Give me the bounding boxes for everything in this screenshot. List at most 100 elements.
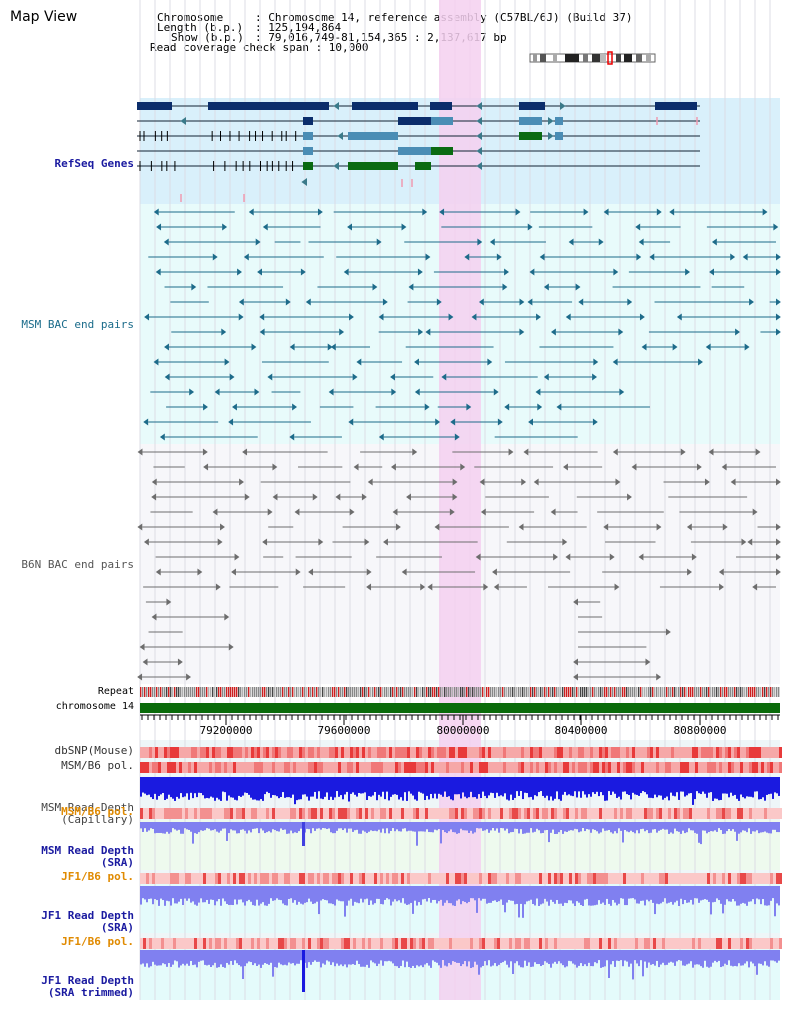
repeat-bar-segment (284, 687, 286, 697)
bac-end-arrow (335, 493, 341, 501)
jf1-pol2-heat-cell (398, 938, 401, 949)
track-label-jf1-pol-1[interactable]: JF1/B6 pol. (61, 870, 134, 883)
jf1-sra-depth-bar (648, 886, 650, 902)
jf1-pol2-heat-cell (404, 938, 407, 949)
jf1-pol2-heat-cell (458, 938, 461, 949)
jf1-sra-depth-bar (512, 886, 514, 901)
jf1-trim-depth-bar (336, 950, 338, 964)
jf1-sra-depth-bar (414, 886, 416, 901)
jf1-pol-heat-cell (419, 873, 422, 884)
jf1-pol2-heat-cell (149, 938, 152, 949)
jf1-trim-depth-bar (446, 950, 448, 967)
msm-pol-heat-cell (149, 762, 152, 773)
repeat-bar-segment (614, 687, 616, 697)
dbsnp-heat-cell (680, 747, 683, 758)
bac-end-arrow (212, 253, 218, 261)
jf1-sra-depth-bar (768, 886, 770, 906)
repeat-bar-segment (234, 687, 236, 697)
msm-pol-heat-cell (593, 762, 596, 773)
dbsnp-heat-cell (152, 747, 155, 758)
jf1-pol-heat-cell (656, 873, 659, 884)
jf1-trim-depth-bar (378, 950, 380, 964)
track-label-msm-depth-cap[interactable]: MSM Read Depth (Capillary) (41, 801, 134, 826)
dbsnp-heat-cell (293, 747, 296, 758)
jf1-sra-depth-bar (602, 886, 604, 903)
dbsnp-heat-cell (434, 747, 437, 758)
chromosome-ideogram[interactable] (529, 51, 656, 65)
jf1-pol2-heat-cell (551, 938, 554, 949)
repeat-bar-segment (768, 687, 770, 697)
msm-cap-depth-bar (534, 777, 536, 796)
msm-pol-heat-cell (710, 762, 713, 773)
msm-pol2-heat-cell (668, 808, 671, 819)
jf1-pol-heat-cell (455, 873, 458, 884)
dbsnp-heat-cell (587, 747, 590, 758)
jf1-pol-heat-cell (680, 873, 683, 884)
bac-end-arrow (163, 238, 169, 246)
msm-pol2-heat-cell (737, 808, 740, 819)
msm-pol-heat-cell (281, 762, 284, 773)
repeat-bar-segment (154, 687, 156, 697)
jf1-sra-depth-bar (774, 886, 776, 917)
msm-cap-depth-bar (644, 777, 646, 793)
bac-end-arrow (221, 328, 227, 336)
msm-cap-depth-bar (474, 777, 476, 798)
msm-sra-depth-bar (296, 822, 298, 833)
msm-cap-depth-bar (400, 777, 402, 798)
jf1-sra-depth-bar (728, 886, 730, 902)
jf1-sra-depth-bar (736, 886, 738, 906)
repeat-bar-segment (592, 687, 594, 697)
track-label-msm-pol-1[interactable]: MSM/B6 pol. (61, 759, 134, 772)
repeat-bar-segment (390, 687, 392, 697)
jf1-trim-depth-bar (204, 950, 206, 965)
msm-cap-depth-bar (210, 777, 212, 797)
bac-end-arrow (504, 268, 509, 276)
dbsnp-heat-cell (695, 747, 698, 758)
jf1-trim-depth-bar (542, 950, 544, 965)
msm-cap-depth-bar (674, 777, 676, 797)
track-label-b6n-bac[interactable]: B6N BAC end pairs (21, 558, 134, 571)
track-label-msm-depth-sra[interactable]: MSM Read Depth (SRA) (41, 844, 134, 869)
track-label-jf1-pol-2[interactable]: JF1/B6 pol. (61, 935, 134, 948)
repeat-bar-segment (594, 687, 596, 697)
msm-pol2-heat-cell (290, 808, 293, 819)
repeat-bar-segment (268, 687, 270, 697)
msm-cap-depth-bar (482, 777, 484, 792)
msm-pol2-heat-cell (317, 808, 320, 819)
track-label-msm-bac[interactable]: MSM BAC end pairs (21, 318, 134, 331)
msm-pol2-heat-cell (164, 808, 167, 819)
jf1-pol-heat-cell (674, 873, 677, 884)
jf1-pol2-heat-cell (215, 938, 218, 949)
dbsnp-heat-cell (197, 747, 200, 758)
jf1-trim-depth-bar (280, 950, 282, 965)
dbsnp-heat-cell (716, 747, 719, 758)
msm-cap-depth-bar (234, 777, 236, 800)
msm-cap-depth-bar (748, 777, 750, 797)
track-label-dbsnp[interactable]: dbSNP(Mouse) (54, 744, 134, 757)
msm-cap-depth-bar (254, 777, 256, 800)
track-label-jf1-depth-sra[interactable]: JF1 Read Depth (SRA) (41, 909, 134, 934)
track-label-refseq[interactable]: RefSeq Genes (54, 157, 134, 170)
msm-sra-depth-bar (472, 822, 474, 834)
msm-cap-depth-bar (628, 777, 630, 795)
msm-cap-depth-bar (402, 777, 404, 801)
gene-arrow (560, 102, 566, 110)
dbsnp-heat-cell (599, 747, 602, 758)
jf1-trim-depth-bar (458, 950, 460, 963)
repeat-bar-segment (266, 687, 268, 697)
track-label-repeat[interactable]: Repeat (97, 686, 134, 697)
track-label-jf1-depth-trim[interactable]: JF1 Read Depth (SRA trimmed) (41, 974, 134, 999)
track-label-msm-pol-2[interactable]: MSM/B6 pol. (61, 805, 134, 818)
repeat-bar-segment (702, 687, 704, 697)
jf1-sra-depth-bar (376, 886, 378, 899)
jf1-trim-depth-bar (254, 950, 256, 964)
jf1-sra-depth-bar (646, 886, 648, 900)
msm-sra-depth-bar (526, 822, 528, 833)
dbsnp-heat-cell (671, 747, 674, 758)
jf1-pol-heat-cell (497, 873, 500, 884)
track-label-chromosome[interactable]: chromosome 14 (55, 701, 134, 712)
jf1-sra-depth-bar (266, 886, 268, 906)
jf1-pol-heat-cell (617, 873, 620, 884)
jf1-pol-heat-cell (629, 873, 632, 884)
